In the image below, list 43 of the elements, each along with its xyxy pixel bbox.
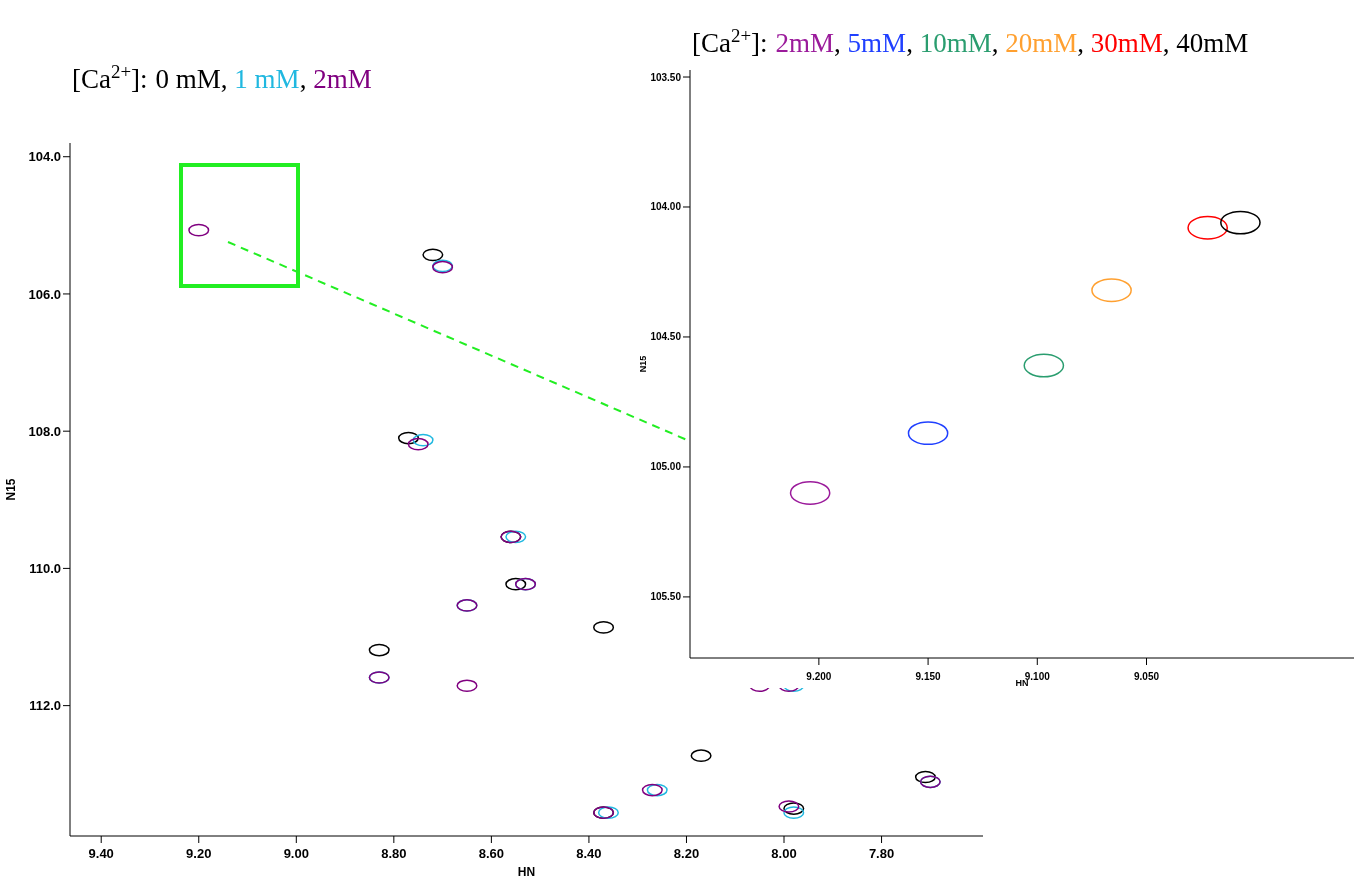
x-tick-label: 8.00 <box>771 846 797 861</box>
text: 10mM <box>919 28 992 58</box>
text: 2mM <box>313 64 372 94</box>
x-tick-label: 8.60 <box>478 846 505 861</box>
y-axis-title: N15 <box>638 355 648 373</box>
text: 2mM <box>775 28 835 58</box>
y-tick-label: 103.50 <box>650 71 682 83</box>
x-tick-label: 9.00 <box>283 846 309 861</box>
text: 1 mM <box>234 64 300 94</box>
y-tick-label: 110.0 <box>29 560 61 576</box>
x-tick-label: 8.40 <box>576 846 602 861</box>
text: 20mM <box>1005 28 1078 58</box>
text: , <box>1077 28 1084 58</box>
text: , <box>1162 28 1170 58</box>
y-tick-label: 105.00 <box>650 461 682 473</box>
x-tick-label: 9.20 <box>186 846 212 861</box>
text: 40mM <box>1176 28 1249 58</box>
x-tick-label: 9.200 <box>806 671 832 682</box>
text: , <box>299 64 307 94</box>
y-axis-title: N15 <box>4 478 18 501</box>
x-tick-label: 9.050 <box>1133 671 1160 682</box>
y-tick-label: 108.0 <box>28 423 61 439</box>
chart-title: [Ca$^{2+}$]: <box>72 60 148 94</box>
y-tick-label: 104.0 <box>28 149 61 165</box>
y-tick-label: 106.0 <box>28 286 61 302</box>
x-tick-label: 8.80 <box>381 846 407 861</box>
y-tick-label: 104.50 <box>650 331 682 343</box>
x-axis-title: HN <box>517 865 536 879</box>
text: , <box>834 28 848 58</box>
x-tick-label: 9.40 <box>88 846 114 861</box>
text: 0 mM <box>155 64 221 94</box>
y-tick-label: 104.00 <box>650 201 682 213</box>
x-tick-label: 9.150 <box>915 671 942 682</box>
text: 30mM <box>1090 28 1163 58</box>
y-tick-label: 105.50 <box>650 591 682 603</box>
x-tick-label: 8.20 <box>673 846 700 861</box>
text: , <box>220 64 235 94</box>
chart-title: [Ca$^{2+}$]: <box>692 24 768 58</box>
text: 5mM <box>847 28 907 58</box>
text: , <box>906 28 913 58</box>
text: , <box>991 28 999 58</box>
x-tick-label: 7.80 <box>868 846 895 861</box>
y-tick-label: 112.0 <box>29 698 61 714</box>
